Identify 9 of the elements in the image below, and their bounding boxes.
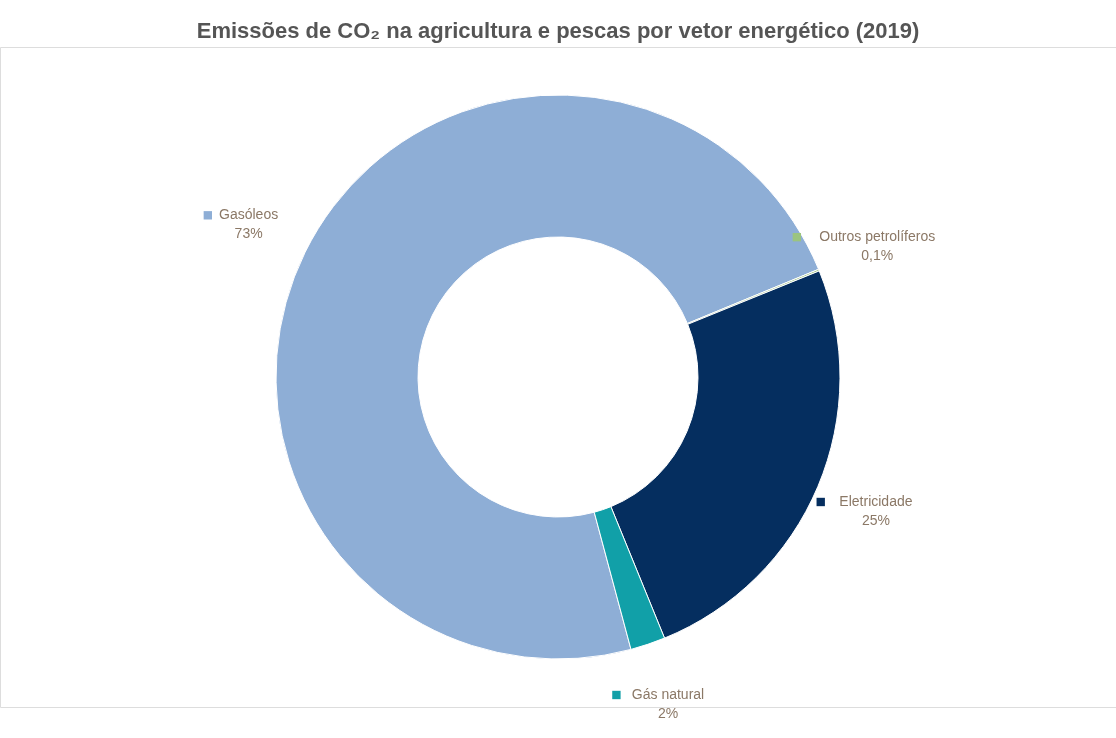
legend-label: Eletricidade [839, 492, 913, 509]
data-label: 25% [861, 511, 890, 528]
data-label: 73% [234, 225, 263, 242]
legend-label: Gás natural [631, 685, 705, 702]
legend-label: Gasóleos [219, 206, 279, 223]
data-label: 2% [657, 704, 679, 721]
legend-label: Outros petrolíferos [819, 228, 936, 245]
data-label: 0,1% [861, 247, 894, 264]
chart-title: Emissões de CO₂ na agricultura e pescas por vetor energético (2019) [196, 18, 920, 43]
